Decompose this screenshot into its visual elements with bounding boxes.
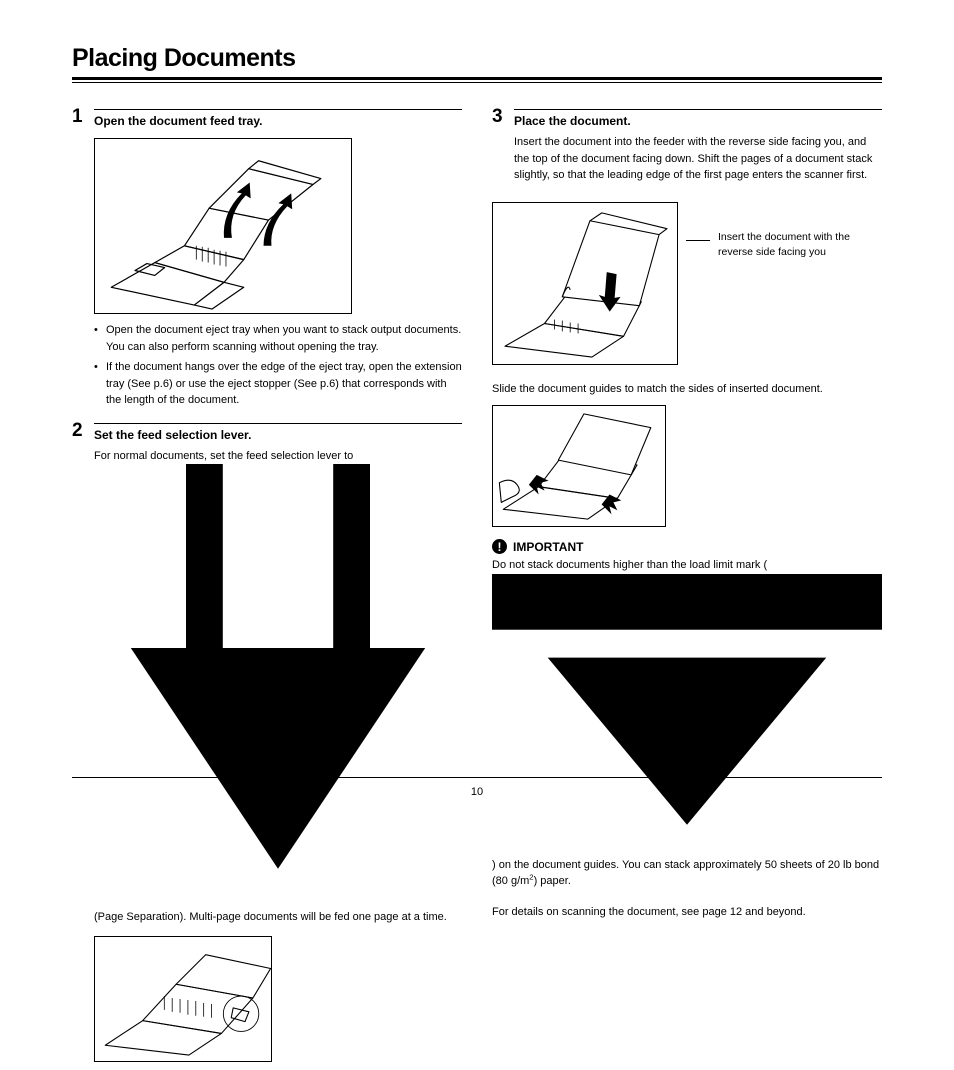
- step-number: 1: [72, 107, 86, 126]
- step1-bullets: • Open the document eject tray when you …: [94, 322, 462, 409]
- place-doc-illustration: [493, 203, 677, 364]
- step-title: Open the document feed tray.: [94, 114, 462, 128]
- step3-text: Insert the document into the feeder with…: [514, 134, 882, 184]
- title-rule-thin: [72, 82, 882, 83]
- bullet-item: • Open the document eject tray when you …: [94, 322, 462, 355]
- scanner-tray-illustration: [95, 139, 351, 313]
- bullet-dot-icon: •: [94, 322, 102, 355]
- bullet-item: • If the document hangs over the edge of…: [94, 359, 462, 409]
- step-2: 2 Set the feed selection lever.: [72, 423, 462, 442]
- step-title: Set the feed selection lever.: [94, 428, 462, 442]
- text-fragment: ) paper.: [534, 875, 571, 887]
- footer-rule: [72, 777, 882, 778]
- slide-guides-illustration: [493, 406, 665, 526]
- figure-open-tray: [94, 138, 352, 314]
- step-title: Place the document.: [514, 114, 882, 128]
- text-fragment: Do not stack documents higher than the l…: [492, 559, 767, 571]
- text-fragment: (Page Separation). Multi-page documents …: [94, 911, 447, 923]
- bullet-text: If the document hangs over the edge of t…: [106, 359, 462, 409]
- important-icon: !: [492, 539, 507, 554]
- step-number: 2: [72, 421, 86, 440]
- figure-place-document: [492, 202, 678, 365]
- page-separation-icon: [94, 464, 462, 906]
- load-limit-mark-icon: [492, 574, 882, 853]
- step-rule: [94, 423, 462, 424]
- column-right: 3 Place the document. Insert the documen…: [492, 109, 882, 1070]
- bullet-dot-icon: •: [94, 359, 102, 409]
- details-text: For details on scanning the document, se…: [492, 904, 882, 921]
- page-number: 10: [0, 786, 954, 798]
- callout-text: Insert the document with the reverse sid…: [718, 230, 868, 260]
- figure-slide-guides: [492, 405, 666, 527]
- important-label: IMPORTANT: [513, 540, 583, 554]
- step-body: Open the document feed tray.: [94, 109, 462, 128]
- text-fragment: For normal documents, set the feed selec…: [94, 450, 353, 462]
- callout-line: [686, 240, 710, 241]
- bullet-text: Open the document eject tray when you wa…: [106, 322, 462, 355]
- content-columns: 1 Open the document feed tray.: [72, 109, 882, 1070]
- step-1: 1 Open the document feed tray.: [72, 109, 462, 128]
- step-body: Set the feed selection lever.: [94, 423, 462, 442]
- figure-feed-lever: [94, 936, 272, 1062]
- title-rule-thick: [72, 77, 882, 80]
- page-title: Placing Documents: [72, 44, 882, 73]
- slide-guides-text: Slide the document guides to match the s…: [492, 381, 882, 398]
- step-rule: [94, 109, 462, 110]
- column-left: 1 Open the document feed tray.: [72, 109, 462, 1070]
- feed-lever-illustration: [95, 937, 271, 1061]
- step-rule: [514, 109, 882, 110]
- step-body: Place the document.: [514, 109, 882, 128]
- step-3: 3 Place the document.: [492, 109, 882, 128]
- step2-text: For normal documents, set the feed selec…: [94, 448, 462, 926]
- important-header: ! IMPORTANT: [492, 539, 882, 554]
- important-text: Do not stack documents higher than the l…: [492, 557, 882, 890]
- figure3-wrapper: Insert the document with the reverse sid…: [492, 192, 882, 373]
- step-number: 3: [492, 107, 506, 126]
- manual-page: Placing Documents 1 Open the document fe…: [0, 0, 954, 818]
